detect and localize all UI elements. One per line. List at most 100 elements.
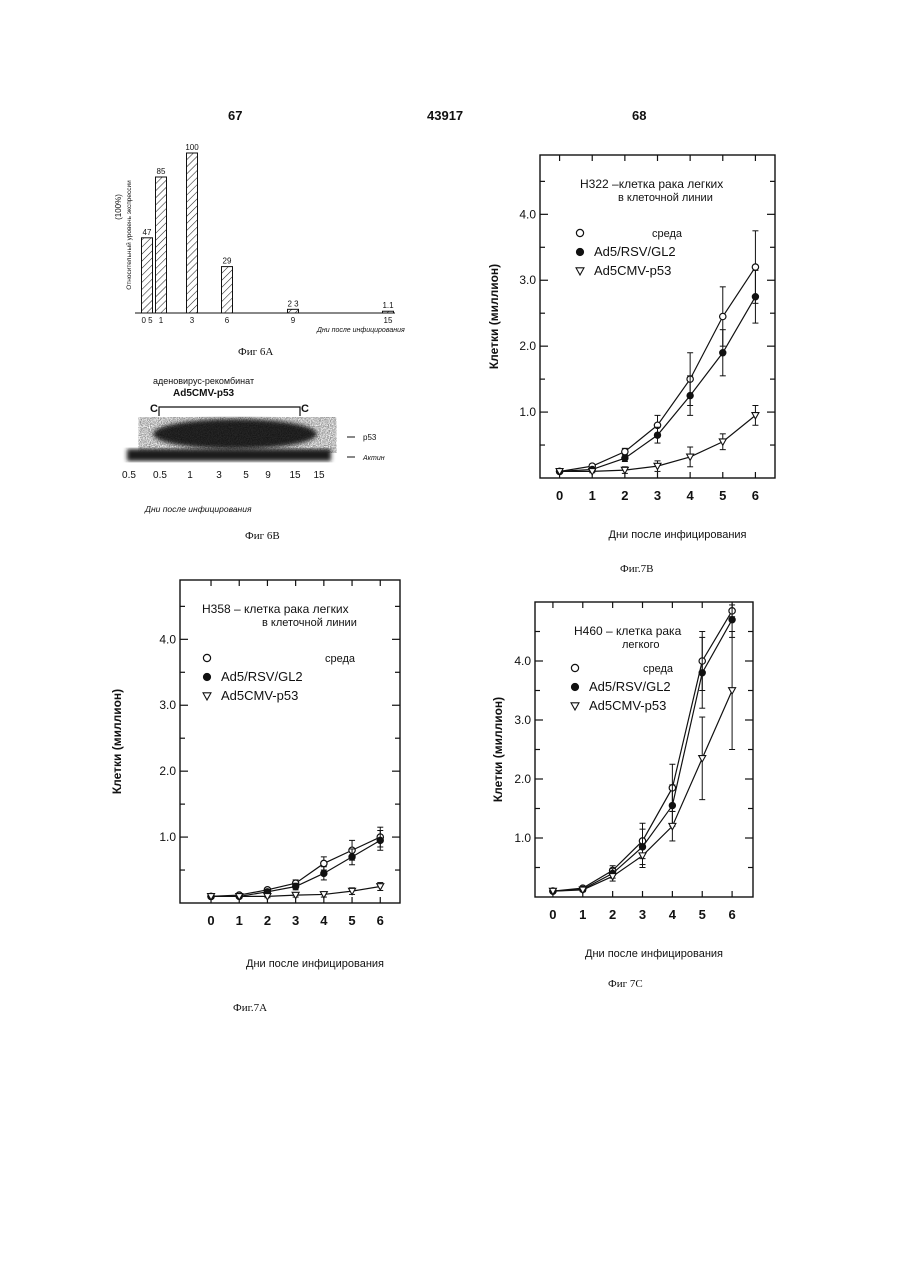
x-tick-label: 3 (639, 907, 646, 922)
legend-label: среда (325, 653, 356, 665)
x-tick-label: 2 (621, 488, 628, 503)
fig6b-actin-band (127, 449, 331, 461)
y-tick-label: 1.0 (514, 831, 531, 845)
chart-title-line1: H460 – клетка рака (574, 624, 682, 638)
legend-label: Ad5/RSV/GL2 (589, 679, 671, 694)
x-tick-label: 5 (348, 913, 355, 928)
figure-7c-line-chart: 01234561.02.03.04.0H460 – клетка ракалег… (488, 592, 763, 972)
marker-open-circle (203, 654, 210, 661)
marker-filled-circle (321, 870, 327, 876)
x-tick-label: 3 (292, 913, 299, 928)
marker-filled-circle (292, 883, 298, 889)
x-tick-label: 2 (264, 913, 271, 928)
marker-open-circle (576, 229, 583, 236)
marker-open-triangle (576, 268, 584, 275)
fig6a-tick-label: 6 (225, 316, 230, 325)
marker-filled-circle (669, 802, 675, 808)
x-tick-label: 1 (579, 907, 586, 922)
fig6a-bar (187, 153, 198, 313)
fig6a-tick-label: 3 (190, 316, 195, 325)
marker-filled-circle (729, 617, 735, 623)
fig6b-lane-label: 15 (313, 470, 325, 481)
chart-title-line2: легкого (622, 639, 660, 651)
x-tick-label: 1 (236, 913, 243, 928)
x-axis-label: Дни после инфицирования (246, 958, 384, 970)
fig6a-value-label: 85 (157, 167, 166, 176)
y-tick-label: 2.0 (514, 772, 531, 786)
fig6b-xlabel: Дни после инфицирования (144, 504, 252, 514)
x-tick-label: 4 (320, 913, 328, 928)
fig6a-tick-label: 0 5 (141, 316, 153, 325)
legend-label: среда (652, 228, 683, 240)
fig6b-lane-label: 0.5 (122, 470, 136, 481)
fig6a-ylabel-percent: (100%) (114, 194, 123, 220)
fig6b-lane-label: 5 (243, 470, 249, 481)
marker-filled-circle (622, 455, 628, 461)
fig6b-band-label-actin: Актин (362, 455, 385, 462)
fig6a-ylabel: Относительный уровень экспрессии (125, 180, 133, 290)
legend-label: Ad5/RSV/GL2 (221, 669, 303, 684)
x-tick-label: 0 (549, 907, 556, 922)
y-tick-label: 2.0 (159, 764, 176, 778)
x-tick-label: 3 (654, 488, 661, 503)
fig6a-tick-label: 9 (291, 316, 296, 325)
figure-6a-bar-chart: (100%) Относительный уровень экспрессии … (105, 135, 425, 360)
marker-filled-circle (654, 432, 660, 438)
fig6b-lane-label: 15 (289, 470, 301, 481)
y-tick-label: 4.0 (514, 654, 531, 668)
y-axis-label: Клетки (миллион) (491, 697, 505, 802)
fig6b-caption: Фиг 6В (245, 530, 280, 542)
fig6a-bar (288, 309, 299, 313)
fig6a-bar (383, 311, 394, 313)
left-page-number: 67 (228, 108, 242, 123)
legend-label: среда (643, 663, 674, 675)
fig6b-p53-band (153, 419, 320, 450)
fig6b-title-line1: аденовирус-рекомбинат (153, 376, 254, 386)
chart-title-line2: в клеточной линии (262, 617, 357, 629)
marker-filled-circle (377, 837, 383, 843)
fig6b-title-line2: Ad5CMV-p53 (173, 388, 235, 399)
x-tick-label: 5 (699, 907, 706, 922)
y-tick-label: 4.0 (159, 632, 176, 646)
fig6a-bar (156, 177, 167, 313)
fig6a-tick-label: 1 (159, 316, 164, 325)
x-tick-label: 6 (752, 488, 759, 503)
x-axis-label: Дни после инфицирования (609, 529, 747, 541)
fig7a-caption: Фиг.7А (233, 1002, 267, 1014)
document-number: 43917 (427, 108, 463, 123)
legend-label: Ad5/RSV/GL2 (594, 244, 676, 259)
x-tick-label: 6 (728, 907, 735, 922)
y-tick-label: 3.0 (519, 273, 536, 287)
x-axis-label: Дни после инфицирования (585, 948, 723, 960)
y-axis-label: Клетки (миллион) (110, 689, 124, 794)
fig6a-value-label: 100 (185, 143, 199, 152)
marker-open-triangle (719, 439, 726, 445)
marker-open-circle (321, 860, 327, 866)
chart-title-line1: H322 –клетка рака легких (580, 177, 723, 191)
marker-open-triangle (699, 756, 706, 762)
x-tick-label: 5 (719, 488, 726, 503)
fig6a-tick-label: 15 (384, 316, 393, 325)
marker-filled-circle (571, 683, 578, 690)
x-tick-label: 0 (556, 488, 563, 503)
marker-open-triangle (203, 693, 211, 700)
marker-open-circle (571, 664, 578, 671)
marker-open-circle (720, 313, 726, 319)
fig7b-caption: Фиг.7В (620, 563, 653, 575)
marker-filled-circle (576, 248, 583, 255)
x-tick-label: 6 (377, 913, 384, 928)
figure-7a-line-chart: 01234561.02.03.04.0H358 – клетка рака ле… (105, 570, 405, 980)
marker-open-circle (752, 264, 758, 270)
fig6b-band-label-p53: p53 (363, 433, 377, 442)
fig6a-caption: Фиг 6А (238, 346, 273, 358)
y-tick-label: 1.0 (159, 830, 176, 844)
fig6a-value-label: 47 (143, 228, 152, 237)
fig6b-lane-label: 3 (216, 470, 222, 481)
marker-open-triangle (609, 874, 616, 880)
fig6a-value-label: 1.1 (382, 301, 394, 310)
y-axis-label: Клетки (миллион) (487, 264, 501, 369)
marker-open-circle (622, 448, 628, 454)
x-tick-label: 1 (589, 488, 596, 503)
y-tick-label: 3.0 (514, 713, 531, 727)
marker-filled-circle (687, 392, 693, 398)
